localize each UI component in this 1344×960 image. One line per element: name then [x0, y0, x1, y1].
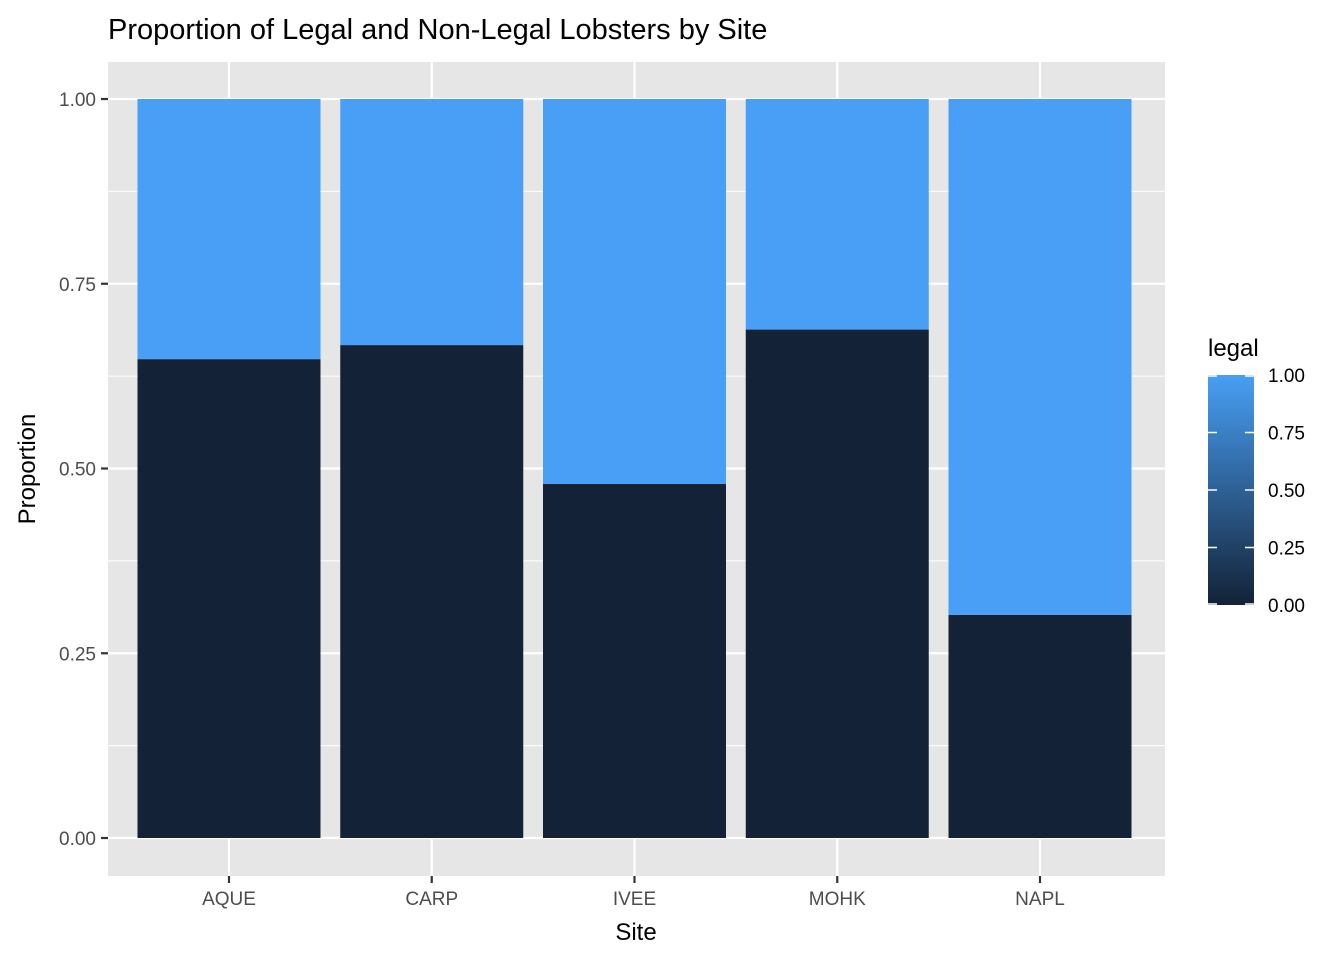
legend-tick-label: 0.75: [1268, 424, 1305, 445]
x-tick-label: AQUE: [202, 889, 256, 910]
legend-title: legal: [1208, 335, 1259, 362]
y-axis: 0.00 0.25 0.50 0.75 1.00: [59, 90, 108, 850]
bar-napl-legal-0: [948, 614, 1132, 838]
y-axis-title: Proportion: [14, 414, 41, 525]
x-axis: AQUE CARP IVEE MOHK NAPL: [202, 876, 1065, 910]
x-axis-title: Site: [615, 919, 656, 946]
y-tick-label: 0.75: [59, 275, 96, 296]
bar-aque-legal-0: [137, 359, 321, 838]
bar-ivee-legal-1: [543, 99, 726, 485]
y-tick-label: 0.00: [59, 829, 96, 850]
chart-title: Proportion of Legal and Non-Legal Lobste…: [108, 14, 767, 46]
x-tick-label: IVEE: [613, 889, 656, 910]
y-tick-label: 1.00: [59, 90, 96, 111]
bar-mohk-legal-0: [745, 329, 929, 838]
x-tick-label: CARP: [405, 889, 458, 910]
legend-tick-label: 1.00: [1268, 366, 1305, 387]
y-tick-label: 0.25: [59, 644, 96, 665]
bar-mohk-legal-1: [745, 99, 929, 330]
bars: [137, 99, 1132, 838]
bar-carp-legal-0: [340, 345, 524, 838]
bar-napl-legal-1: [948, 99, 1132, 615]
x-tick-label: MOHK: [809, 889, 866, 910]
legend: legal 0.00 0.25 0.50 0.75 1.00: [1208, 335, 1305, 617]
legend-tick-label: 0.00: [1268, 596, 1305, 617]
bar-ivee-legal-0: [543, 484, 726, 838]
legend-tick-label: 0.25: [1268, 539, 1305, 560]
x-tick-label: NAPL: [1015, 889, 1065, 910]
colorbar-ticks: 0.00 0.25 0.50 0.75 1.00: [1208, 366, 1305, 617]
bar-carp-legal-1: [340, 99, 524, 346]
y-tick-label: 0.50: [59, 460, 96, 481]
legend-tick-label: 0.50: [1268, 481, 1305, 502]
bar-aque-legal-1: [137, 99, 321, 360]
